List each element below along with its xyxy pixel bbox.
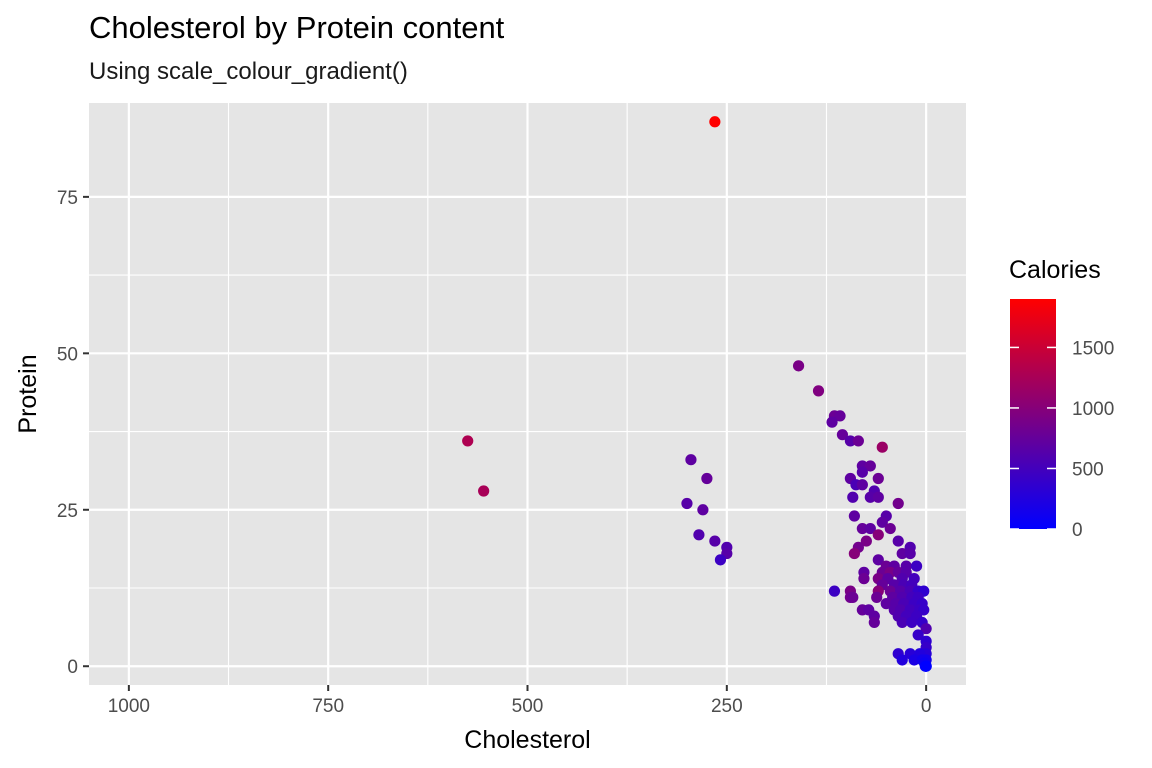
data-point (847, 492, 858, 503)
legend-tick-label: 1000 (1072, 399, 1114, 420)
data-point (478, 485, 489, 496)
y-tick-label: 0 (67, 657, 78, 678)
data-point (793, 360, 804, 371)
x-tick-label: 250 (711, 696, 743, 717)
data-point (858, 573, 869, 584)
data-point (847, 592, 858, 603)
data-point (857, 479, 868, 490)
data-point (905, 548, 916, 559)
y-axis: 0 25 50 75 (57, 188, 89, 678)
y-tick-label: 75 (57, 188, 78, 209)
data-point (877, 442, 888, 453)
data-point (873, 492, 884, 503)
legend-tick-label: 1500 (1072, 338, 1114, 359)
x-axis: 1000 750 500 250 0 (108, 685, 932, 717)
data-point (709, 535, 720, 546)
colour-legend: 0 500 1000 1500 (1010, 299, 1114, 541)
data-point (462, 435, 473, 446)
data-point (893, 498, 904, 509)
x-tick-label: 1000 (108, 696, 150, 717)
y-tick-label: 25 (57, 501, 78, 522)
data-point (897, 617, 908, 628)
data-point (849, 548, 860, 559)
data-point (709, 116, 720, 127)
data-point (697, 504, 708, 515)
data-point (701, 473, 712, 484)
data-point (849, 510, 860, 521)
y-tick-label: 50 (57, 344, 78, 365)
data-point (893, 535, 904, 546)
legend-title: Calories (1009, 256, 1101, 285)
data-point (829, 586, 840, 597)
data-point (873, 529, 884, 540)
data-point (826, 417, 837, 428)
x-axis-title: Cholesterol (464, 726, 590, 754)
data-point (911, 560, 922, 571)
data-point (873, 473, 884, 484)
x-tick-label: 500 (512, 696, 544, 717)
data-point (885, 523, 896, 534)
x-tick-label: 0 (921, 696, 932, 717)
legend-tick-label: 500 (1072, 459, 1104, 480)
data-point (921, 661, 932, 672)
data-point (853, 435, 864, 446)
data-point (871, 592, 882, 603)
data-point (681, 498, 692, 509)
data-point (857, 467, 868, 478)
data-point (897, 654, 908, 665)
x-tick-label: 750 (312, 696, 344, 717)
data-point (715, 554, 726, 565)
data-point (685, 454, 696, 465)
y-axis-title: Protein (14, 354, 42, 433)
data-point (869, 617, 880, 628)
legend-tick-label: 0 (1072, 520, 1083, 541)
data-point (813, 385, 824, 396)
data-point (906, 617, 917, 628)
data-point (693, 529, 704, 540)
colour-legend-bar (1010, 299, 1056, 529)
